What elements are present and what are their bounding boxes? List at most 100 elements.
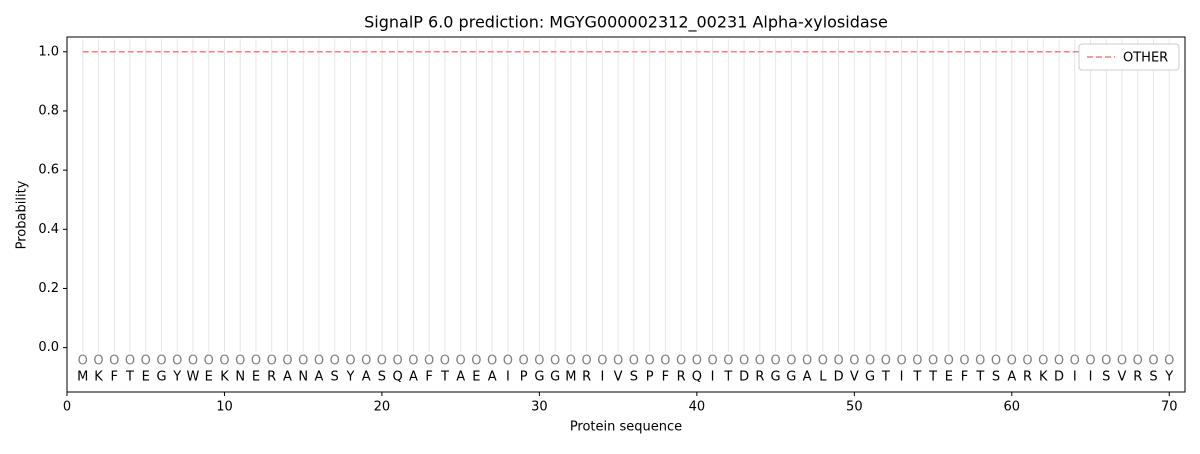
x-tick-label: 0: [63, 400, 71, 415]
prediction-label: O: [818, 353, 828, 368]
prediction-label: O: [204, 353, 214, 368]
prediction-label: O: [141, 353, 151, 368]
residue-label: A: [409, 370, 418, 385]
prediction-label: O: [1085, 353, 1095, 368]
residue-label: I: [600, 370, 604, 385]
residue-label: Q: [393, 370, 403, 385]
residue-label: F: [662, 370, 669, 385]
prediction-label: O: [503, 353, 513, 368]
residue-label: S: [331, 370, 339, 385]
prediction-label: O: [1117, 353, 1127, 368]
prediction-label: O: [487, 353, 497, 368]
residue-label: A: [1007, 370, 1016, 385]
residue-label: M: [77, 370, 88, 385]
prediction-label: O: [597, 353, 607, 368]
residue-label: S: [1149, 370, 1157, 385]
prediction-label: O: [975, 353, 985, 368]
prediction-label: O: [912, 353, 922, 368]
residue-label: M: [565, 370, 576, 385]
prediction-label: O: [1101, 353, 1111, 368]
residue-label: E: [472, 370, 480, 385]
residue-label: V: [614, 370, 623, 385]
prediction-label: O: [1133, 353, 1143, 368]
prediction-label: O: [519, 353, 529, 368]
residue-label: I: [506, 370, 510, 385]
prediction-label: O: [1022, 353, 1032, 368]
residue-label: E: [205, 370, 213, 385]
residue-label: A: [488, 370, 497, 385]
residue-label: T: [975, 370, 984, 385]
residue-label: E: [945, 370, 953, 385]
prediction-label: O: [928, 353, 938, 368]
residue-label: K: [1039, 370, 1048, 385]
prediction-label: O: [330, 353, 340, 368]
prediction-label: O: [849, 353, 859, 368]
prediction-label: O: [440, 353, 450, 368]
prediction-label: O: [424, 353, 434, 368]
residue-label: A: [362, 370, 371, 385]
residue-label: Y: [1164, 370, 1173, 385]
residue-label: I: [711, 370, 715, 385]
residue-label: N: [235, 370, 245, 385]
prediction-label: O: [582, 353, 592, 368]
prediction-label: O: [1148, 353, 1158, 368]
residue-label: P: [646, 370, 654, 385]
x-tick-label: 20: [374, 400, 391, 415]
prediction-label: O: [629, 353, 639, 368]
prediction-label: O: [1164, 353, 1174, 368]
residue-label: F: [425, 370, 432, 385]
residue-label: T: [912, 370, 921, 385]
residue-label: Q: [692, 370, 702, 385]
residue-label: G: [865, 370, 875, 385]
residue-label: I: [1073, 370, 1077, 385]
y-tick-label: 1.0: [38, 44, 59, 59]
prediction-label: O: [802, 353, 812, 368]
residue-label: D: [739, 370, 749, 385]
y-tick-label: 0.2: [38, 281, 59, 296]
prediction-label: O: [959, 353, 969, 368]
residue-label: G: [550, 370, 560, 385]
prediction-label: O: [251, 353, 261, 368]
prediction-label: O: [125, 353, 135, 368]
residue-label: V: [850, 370, 859, 385]
prediction-label: O: [944, 353, 954, 368]
residue-label: V: [1118, 370, 1127, 385]
prediction-label: O: [78, 353, 88, 368]
prediction-label: O: [345, 353, 355, 368]
residue-label: T: [723, 370, 732, 385]
prediction-label: O: [534, 353, 544, 368]
y-tick-label: 0.4: [38, 222, 59, 237]
prediction-label: O: [156, 353, 166, 368]
residue-label: R: [1023, 370, 1032, 385]
chart-title: SignalP 6.0 prediction: MGYG000002312_00…: [364, 13, 888, 33]
residue-label: R: [677, 370, 686, 385]
prediction-label: O: [298, 353, 308, 368]
x-tick-label: 70: [1161, 400, 1178, 415]
prediction-label: O: [314, 353, 324, 368]
residue-label: I: [1089, 370, 1093, 385]
prediction-label: O: [692, 353, 702, 368]
plot-frame: [66, 36, 1186, 393]
prediction-label: O: [770, 353, 780, 368]
residue-label: D: [1054, 370, 1064, 385]
residue-label: Y: [172, 370, 181, 385]
x-tick-label: 10: [216, 400, 233, 415]
prediction-label: O: [881, 353, 891, 368]
prediction-label: O: [93, 353, 103, 368]
residue-label: G: [156, 370, 166, 385]
prediction-label: O: [786, 353, 796, 368]
residue-label: K: [94, 370, 103, 385]
x-tick-label: 40: [689, 400, 706, 415]
prediction-label: O: [188, 353, 198, 368]
prediction-label: O: [723, 353, 733, 368]
prediction-label: O: [550, 353, 560, 368]
residue-label: R: [267, 370, 276, 385]
prediction-label: O: [739, 353, 749, 368]
residue-label: Y: [345, 370, 354, 385]
residue-label: S: [378, 370, 386, 385]
residue-label: P: [520, 370, 528, 385]
residue-label: W: [187, 370, 200, 385]
prediction-label: O: [896, 353, 906, 368]
residue-label: F: [961, 370, 968, 385]
residue-label: S: [992, 370, 1000, 385]
